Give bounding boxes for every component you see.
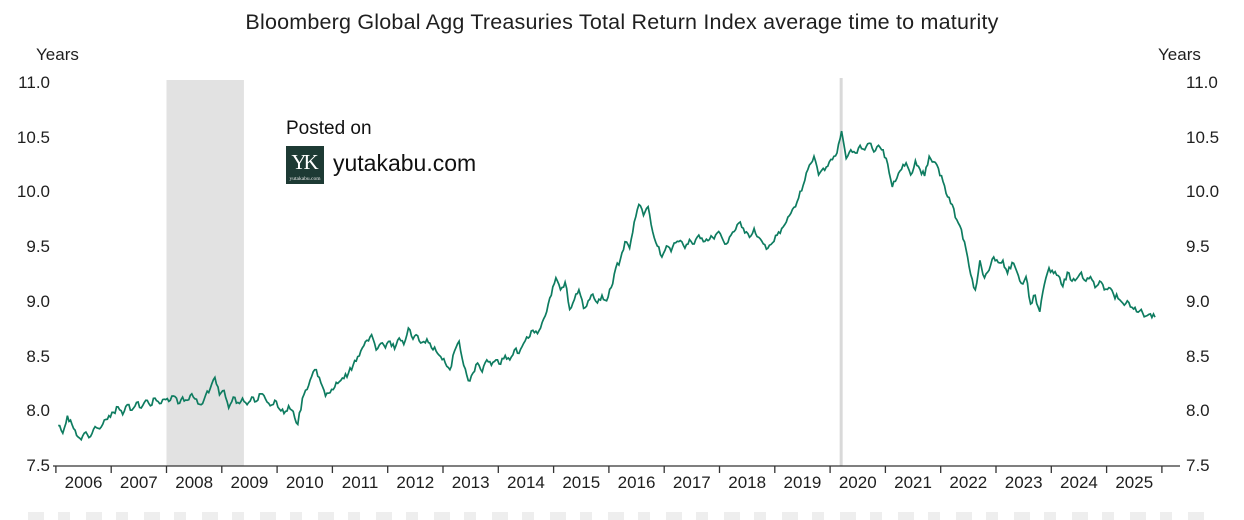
y-tick-label-right: 8.0 bbox=[1186, 401, 1210, 420]
y-tick-label-left: 8.0 bbox=[26, 401, 50, 420]
x-tick-label: 2019 bbox=[783, 473, 822, 492]
y-tick-label-left: 10.5 bbox=[16, 128, 50, 147]
x-tick-label: 2023 bbox=[1004, 473, 1043, 492]
x-tick-label: 2013 bbox=[451, 473, 490, 492]
x-tick-label: 2014 bbox=[507, 473, 545, 492]
x-tick-label: 2018 bbox=[728, 473, 767, 492]
y-tick-label-left: 9.5 bbox=[26, 237, 50, 256]
recession-shaded-band bbox=[166, 80, 244, 466]
y-tick-label-right: 10.0 bbox=[1186, 182, 1220, 201]
event-vertical-line bbox=[839, 78, 843, 466]
x-tick-label: 2009 bbox=[230, 473, 269, 492]
y-tick-label-left: 10.0 bbox=[16, 182, 50, 201]
y-tick-label-left: 8.5 bbox=[26, 347, 50, 366]
logo-caption: yutakabu.com bbox=[289, 176, 321, 182]
watermark-posted-on-text: Posted on bbox=[286, 118, 372, 139]
y-tick-label-right: 10.5 bbox=[1186, 128, 1220, 147]
y-tick-label-right: 8.5 bbox=[1186, 347, 1210, 366]
x-tick-label: 2017 bbox=[672, 473, 711, 492]
x-tick-label: 2025 bbox=[1115, 473, 1154, 492]
y-tick-label-right: 9.0 bbox=[1186, 292, 1210, 311]
watermark-site-text: yutakabu.com bbox=[333, 150, 477, 176]
y-tick-label-right: 11.0 bbox=[1186, 73, 1218, 92]
x-tick-label: 2022 bbox=[949, 473, 988, 492]
x-tick-label: 2020 bbox=[838, 473, 877, 492]
x-tick-label: 2010 bbox=[285, 473, 324, 492]
x-tick-label: 2012 bbox=[396, 473, 435, 492]
y-axis-unit-right: Years bbox=[1158, 45, 1201, 64]
maturity-series-line bbox=[58, 130, 1156, 442]
y-tick-label-left: 7.5 bbox=[26, 456, 50, 475]
x-tick-label: 2016 bbox=[617, 473, 656, 492]
y-tick-label-right: 7.5 bbox=[1186, 456, 1210, 475]
logo-monogram: YK bbox=[291, 150, 318, 174]
y-tick-label-right: 9.5 bbox=[1186, 237, 1210, 256]
x-tick-label: 2015 bbox=[562, 473, 601, 492]
x-tick-label: 2024 bbox=[1060, 473, 1098, 492]
y-tick-label-left: 9.0 bbox=[26, 292, 50, 311]
x-tick-label: 2008 bbox=[175, 473, 214, 492]
x-tick-label: 2007 bbox=[119, 473, 158, 492]
y-axis-unit-left: Years bbox=[36, 45, 79, 64]
watermark: Posted on YK yutakabu.com yutakabu.com bbox=[286, 118, 476, 184]
x-tick-label: 2006 bbox=[64, 473, 103, 492]
y-tick-label-left: 11.0 bbox=[18, 73, 50, 92]
x-tick-label: 2011 bbox=[341, 473, 379, 492]
x-tick-label: 2021 bbox=[894, 473, 932, 492]
yutakabu-logo: YK yutakabu.com bbox=[286, 146, 324, 184]
chart-title: Bloomberg Global Agg Treasuries Total Re… bbox=[245, 10, 999, 34]
cutoff-source-text-remnant bbox=[28, 512, 1204, 520]
